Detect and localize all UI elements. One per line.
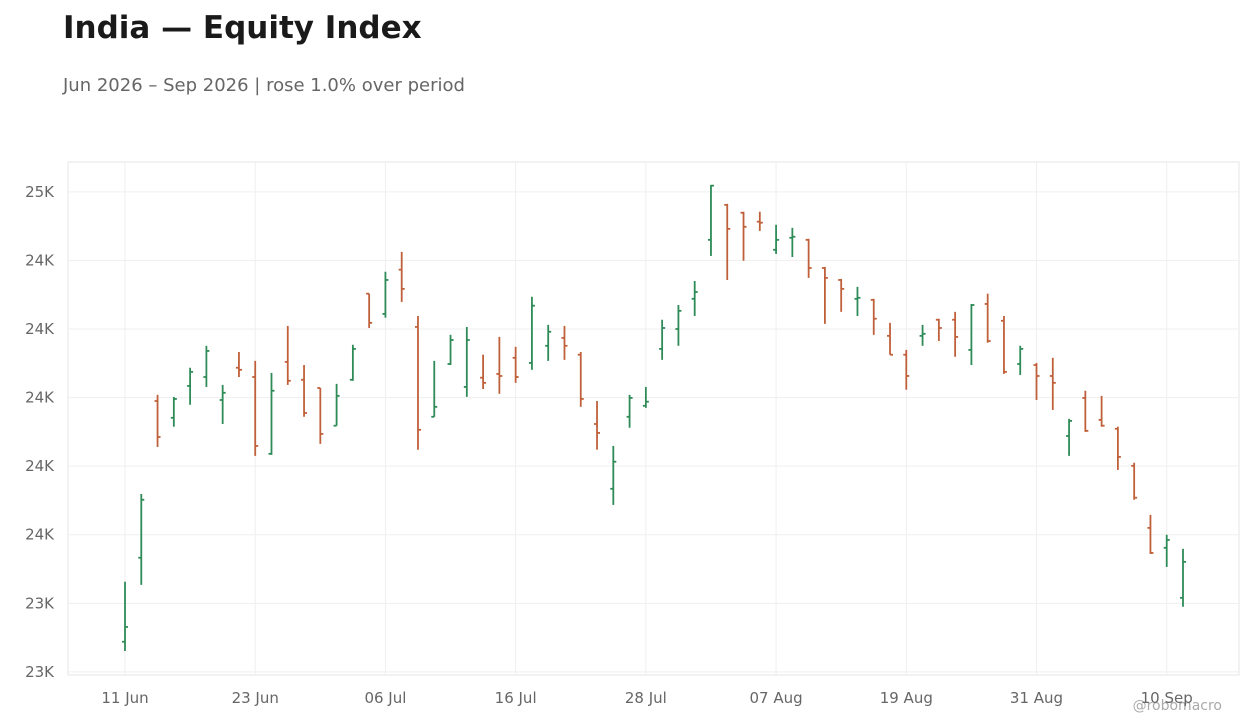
x-tick-label: 10 Sep: [1141, 689, 1193, 707]
x-tick-label: 19 Aug: [880, 689, 933, 707]
y-tick-label: 25K: [25, 183, 55, 201]
y-tick-label: 24K: [25, 320, 55, 338]
y-tick-label: 24K: [25, 457, 55, 475]
x-tick-label: 07 Aug: [749, 689, 802, 707]
y-tick-label: 23K: [25, 594, 55, 612]
watermark: @robomacro: [1133, 698, 1222, 714]
x-tick-label: 16 Jul: [495, 689, 537, 707]
chart-title: India — Equity Index: [63, 10, 422, 46]
x-tick-label: 06 Jul: [364, 689, 406, 707]
plot-frame: [67, 161, 1240, 676]
y-tick-label: 24K: [25, 389, 55, 407]
x-tick-label: 31 Aug: [1010, 689, 1063, 707]
x-tick-label: 28 Jul: [625, 689, 667, 707]
y-tick-label: 24K: [25, 526, 55, 544]
y-tick-label: 24K: [25, 251, 55, 269]
x-tick-label: 11 Jun: [101, 689, 148, 707]
y-tick-label: 23K: [25, 663, 55, 681]
x-tick-label: 23 Jun: [232, 689, 279, 707]
chart-subtitle: Jun 2026 – Sep 2026 | rose 1.0% over per…: [63, 75, 465, 96]
